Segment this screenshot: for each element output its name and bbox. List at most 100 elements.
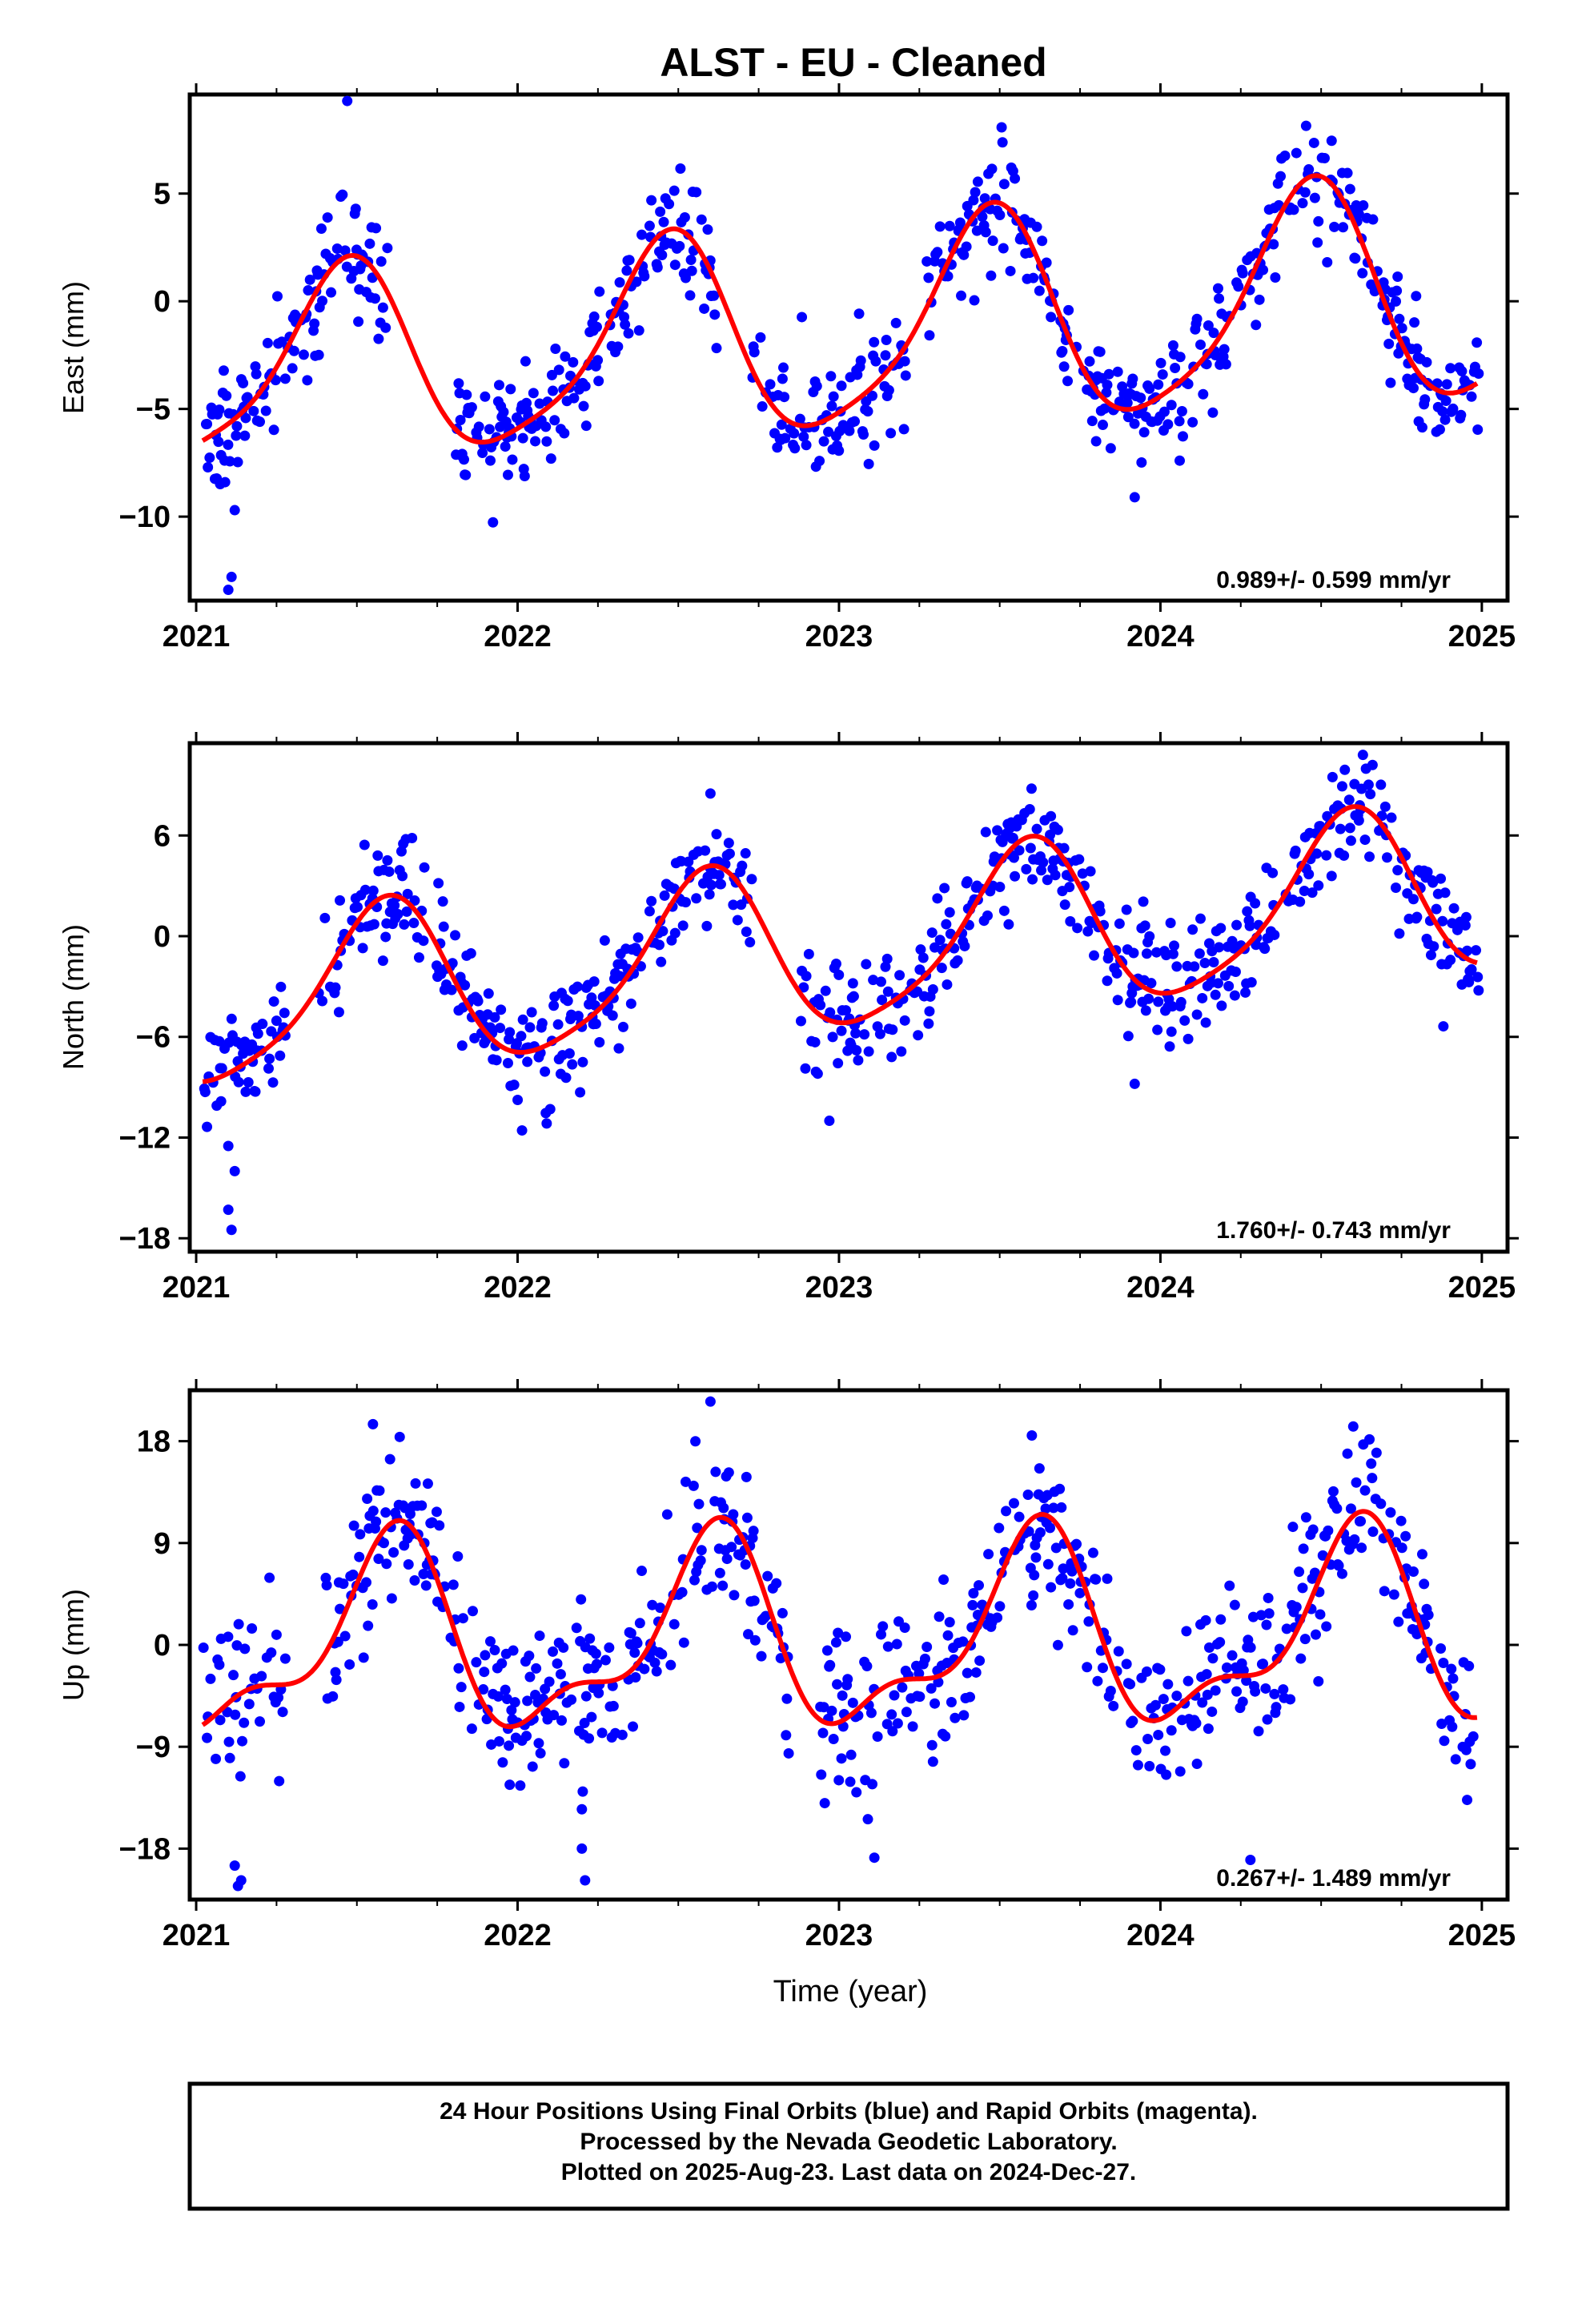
up-data-point <box>892 1718 903 1729</box>
east-data-point <box>699 303 710 314</box>
up-data-point <box>233 1618 244 1630</box>
up-data-point <box>1262 1714 1273 1725</box>
east-data-point <box>242 392 253 403</box>
east-outlier-point <box>342 95 353 107</box>
up-data-point <box>865 1707 877 1719</box>
east-data-point <box>1153 379 1164 390</box>
east-data-point <box>520 356 531 367</box>
east-data-point <box>568 356 579 368</box>
up-x-tick-label: 2025 <box>1448 1919 1516 1952</box>
east-data-point <box>1233 281 1244 292</box>
up-data-point <box>1323 1525 1334 1536</box>
east-data-point <box>1326 135 1337 147</box>
up-data-point <box>1250 1686 1261 1697</box>
north-data-point <box>512 1095 524 1106</box>
up-data-point <box>1439 1735 1450 1747</box>
up-data-point <box>1203 1723 1214 1735</box>
up-data-point <box>832 1679 843 1690</box>
east-data-point <box>545 453 556 464</box>
north-data-point <box>243 1077 254 1088</box>
up-data-point <box>841 1631 852 1642</box>
north-y-tick-label: 0 <box>154 920 171 954</box>
up-data-point <box>1065 1578 1076 1589</box>
up-data-point <box>1056 1502 1067 1513</box>
east-data-point <box>1270 271 1281 283</box>
east-data-point <box>1353 208 1364 219</box>
up-data-point <box>215 1715 226 1726</box>
east-data-point <box>867 390 878 401</box>
up-data-point <box>1040 1503 1051 1514</box>
up-data-point <box>639 1663 650 1675</box>
up-data-point <box>907 1721 918 1732</box>
up-outlier-point <box>1026 1430 1038 1441</box>
east-data-point <box>828 391 839 402</box>
up-data-point <box>344 1659 355 1670</box>
east-data-point <box>373 333 384 344</box>
up-data-point <box>579 1718 590 1729</box>
north-data-point <box>863 1046 874 1057</box>
up-data-point <box>1261 1619 1272 1630</box>
east-data-point <box>777 362 789 373</box>
up-data-point <box>1349 1534 1360 1545</box>
up-data-point <box>1423 1610 1434 1621</box>
up-data-point <box>649 1657 661 1668</box>
x-axis-label: Time (year) <box>773 1975 928 2008</box>
east-data-point <box>833 445 845 456</box>
north-data-point <box>1216 1000 1227 1011</box>
up-data-point <box>944 1617 955 1628</box>
north-data-point <box>335 895 346 906</box>
up-data-point <box>818 1702 829 1713</box>
east-data-point <box>480 391 491 402</box>
north-data-point <box>1353 815 1364 826</box>
up-outlier-point <box>576 1843 588 1854</box>
up-x-tick-label: 2024 <box>1126 1919 1195 1952</box>
north-data-point <box>1139 920 1150 931</box>
east-data-point <box>493 380 504 391</box>
east-data-point <box>679 211 690 223</box>
up-data-point <box>696 1545 707 1556</box>
up-data-point <box>1071 1538 1082 1550</box>
up-data-point <box>1379 1586 1390 1597</box>
up-data-point <box>580 1691 592 1702</box>
east-data-point <box>1176 406 1187 417</box>
east-data-point <box>620 319 631 330</box>
north-data-point <box>367 885 379 896</box>
east-data-point <box>826 400 837 412</box>
up-data-point <box>235 1771 246 1782</box>
north-data-point <box>1200 1017 1211 1028</box>
north-data-point <box>861 959 872 970</box>
north-data-point <box>1339 850 1350 861</box>
east-data-point <box>1456 409 1467 420</box>
east-outlier-point <box>1090 436 1102 447</box>
north-data-point <box>820 985 831 996</box>
north-data-point <box>830 959 841 970</box>
north-data-point <box>437 896 448 907</box>
north-data-point <box>1229 990 1240 1001</box>
north-data-point <box>746 874 757 885</box>
up-data-point <box>1407 1566 1419 1577</box>
up-data-point <box>256 1671 267 1682</box>
north-data-point <box>1339 764 1351 775</box>
up-data-point <box>816 1769 827 1780</box>
up-data-point <box>522 1695 533 1707</box>
up-data-point <box>930 1698 941 1709</box>
north-data-point <box>1122 1031 1134 1042</box>
up-data-point <box>231 1640 243 1651</box>
north-data-point <box>1085 866 1096 877</box>
up-data-point <box>1468 1731 1479 1742</box>
north-data-point <box>1151 947 1162 958</box>
north-data-point <box>317 995 328 1007</box>
north-data-point <box>359 884 371 895</box>
east-data-point <box>1308 137 1319 148</box>
up-data-point <box>1092 1675 1103 1687</box>
east-data-point <box>852 369 863 380</box>
east-data-point <box>853 308 865 320</box>
up-data-point <box>629 1647 640 1659</box>
up-data-point <box>403 1558 414 1570</box>
east-data-point <box>1268 239 1279 250</box>
up-data-point <box>729 1590 740 1601</box>
up-data-point <box>1359 1485 1371 1496</box>
up-data-point <box>452 1550 464 1562</box>
north-data-point <box>962 876 973 887</box>
north-data-point <box>657 926 669 937</box>
